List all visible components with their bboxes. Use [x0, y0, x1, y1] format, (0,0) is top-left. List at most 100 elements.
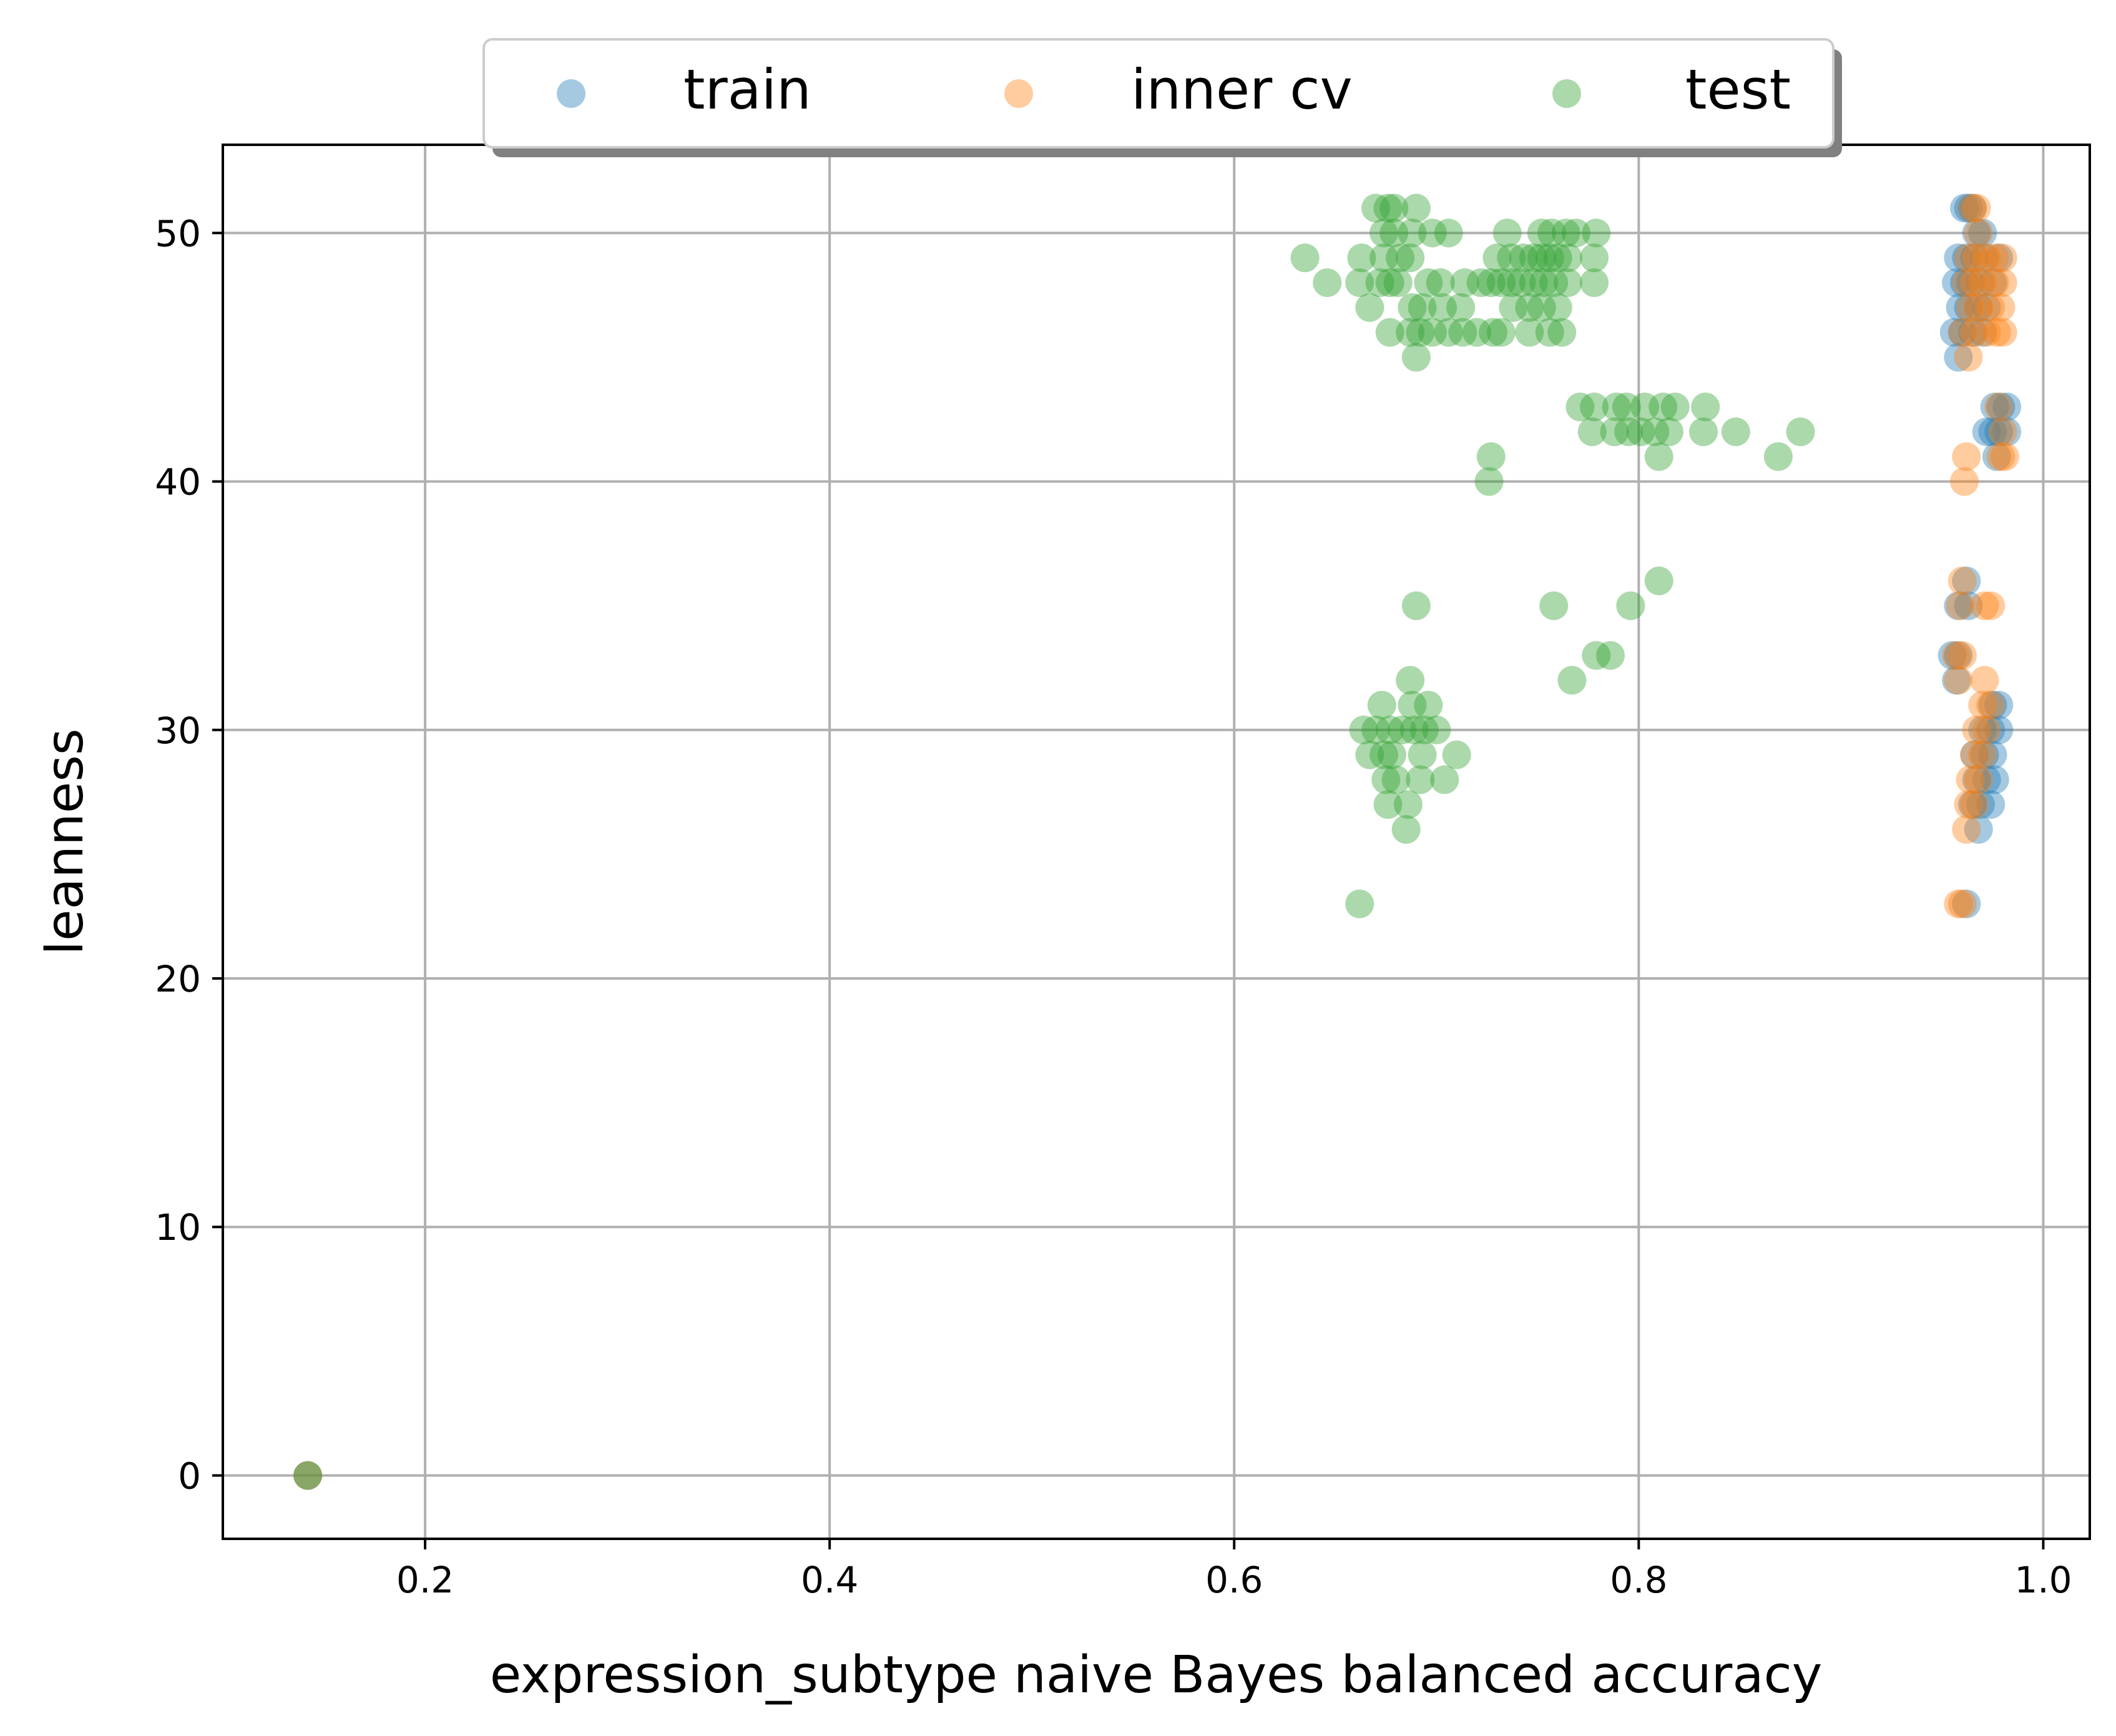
data-point — [1978, 417, 2007, 446]
data-point — [1369, 218, 1399, 248]
data-point — [1565, 393, 1595, 422]
data-point — [1654, 417, 1683, 446]
data-point — [1466, 268, 1496, 298]
data-point — [1462, 318, 1492, 347]
data-point — [1396, 666, 1425, 695]
data-point — [1434, 318, 1463, 347]
data-point — [1408, 293, 1437, 322]
data-point — [1978, 690, 2007, 719]
data-point — [1956, 765, 1985, 794]
data-point — [1290, 243, 1320, 273]
data-point — [1952, 442, 1981, 471]
legend: train inner cv test — [482, 38, 1842, 157]
data-point — [1950, 193, 1979, 223]
series-inner-cv — [293, 193, 2019, 1490]
y-tick-label: 30 — [155, 710, 201, 752]
data-point — [1958, 193, 1987, 223]
data-point — [1561, 218, 1590, 248]
data-point — [1527, 243, 1556, 273]
data-point — [1492, 218, 1522, 248]
data-point — [1952, 566, 1981, 595]
data-point — [1612, 393, 1641, 422]
data-point — [1527, 293, 1556, 322]
data-point — [1984, 690, 2014, 719]
data-point — [1962, 715, 1991, 744]
data-point — [1487, 318, 1516, 347]
grid-lines — [223, 145, 2090, 1539]
data-point — [1947, 566, 1977, 595]
data-point — [1958, 790, 1987, 819]
data-point — [1970, 243, 1999, 273]
data-point — [1988, 417, 2017, 446]
data-point — [1984, 243, 2014, 273]
data-point — [1970, 740, 1999, 769]
data-point — [1616, 591, 1645, 620]
data-point — [1361, 193, 1391, 223]
data-point — [1367, 690, 1396, 719]
data-point — [1954, 343, 1983, 372]
data-point — [1976, 591, 2006, 620]
data-point — [1944, 243, 1973, 273]
series-test — [293, 193, 1815, 1490]
data-point — [1414, 268, 1443, 298]
y-tick-label: 40 — [155, 461, 201, 504]
data-point — [1379, 218, 1409, 248]
data-point — [1430, 765, 1459, 794]
data-point — [1391, 815, 1421, 844]
data-point — [1600, 417, 1629, 446]
x-tick-label: 0.4 — [801, 1559, 858, 1601]
data-point — [1630, 393, 1660, 422]
data-point — [1763, 442, 1793, 471]
data-point — [1537, 218, 1567, 248]
data-point — [1582, 641, 1611, 670]
data-point — [1373, 790, 1403, 819]
data-point — [1497, 268, 1526, 298]
data-point — [1982, 442, 2011, 471]
data-point — [1313, 268, 1342, 298]
data-point — [1543, 243, 1572, 273]
data-point — [1968, 690, 1997, 719]
data-point — [1365, 268, 1394, 298]
data-point — [1962, 218, 1991, 248]
data-point — [1375, 715, 1404, 744]
data-point — [1450, 268, 1479, 298]
y-tick-label: 50 — [155, 212, 201, 255]
data-point — [1954, 293, 1983, 322]
data-point — [1964, 815, 1993, 844]
data-point — [1347, 243, 1376, 273]
data-point — [1972, 318, 2001, 347]
data-point — [1535, 243, 1564, 273]
data-point — [1966, 790, 1996, 819]
data-point — [1557, 666, 1587, 695]
series-train — [293, 193, 2022, 1490]
data-point — [1398, 690, 1427, 719]
data-point — [1962, 765, 1991, 794]
data-point — [1408, 740, 1437, 769]
x-tick-label: 0.8 — [1610, 1559, 1667, 1601]
data-point — [1942, 666, 1971, 695]
data-point — [1345, 268, 1374, 298]
data-point — [1956, 268, 1985, 298]
data-point — [1986, 293, 2016, 322]
data-point — [1972, 243, 2001, 273]
data-point — [1385, 243, 1414, 273]
data-point — [1976, 293, 2006, 322]
data-point — [1644, 442, 1673, 471]
data-point — [1937, 641, 1967, 670]
data-point — [1960, 740, 1989, 769]
y-tick-label: 10 — [155, 1206, 201, 1249]
data-point — [1507, 268, 1536, 298]
data-point — [1964, 218, 1993, 248]
data-point — [1434, 218, 1463, 248]
data-point — [1978, 268, 2007, 298]
data-point — [1414, 690, 1443, 719]
data-point — [1958, 193, 1987, 223]
x-tick-label: 0.2 — [396, 1559, 454, 1601]
data-point — [1418, 218, 1447, 248]
y-tick-label: 0 — [178, 1455, 201, 1497]
data-point — [1962, 243, 1991, 273]
data-point — [1577, 417, 1607, 446]
data-point — [1942, 268, 1971, 298]
data-point — [1527, 218, 1556, 248]
data-point — [1944, 343, 1973, 372]
